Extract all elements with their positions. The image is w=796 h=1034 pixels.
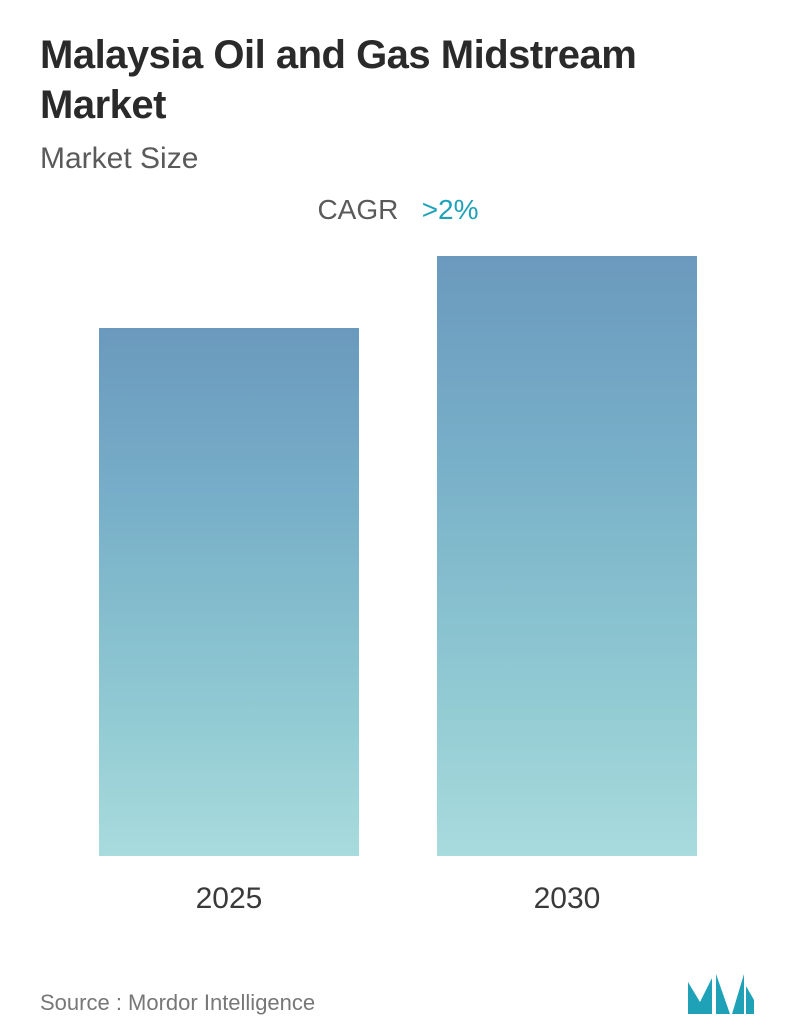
mordor-logo-icon [686,972,756,1016]
x-axis-labels: 2025 2030 [40,882,756,916]
cagr-label: CAGR [317,194,398,225]
footer: Source : Mordor Intelligence [40,972,756,1016]
x-label-0: 2025 [60,882,398,916]
chart-subtitle: Market Size [40,142,756,176]
bars-group [40,256,756,856]
cagr-row: CAGR >2% [40,194,756,226]
chart-container: Malaysia Oil and Gas Midstream Market Ma… [0,0,796,1034]
chart-title: Malaysia Oil and Gas Midstream Market [40,30,756,130]
bar-wrap-0 [60,328,398,856]
bar-2025 [99,328,359,856]
bar-chart: 2025 2030 [40,236,756,916]
source-text: Source : Mordor Intelligence [40,990,315,1016]
cagr-value: >2% [422,194,479,225]
x-label-1: 2030 [398,882,736,916]
bar-wrap-1 [398,256,736,856]
bar-2030 [437,256,697,856]
